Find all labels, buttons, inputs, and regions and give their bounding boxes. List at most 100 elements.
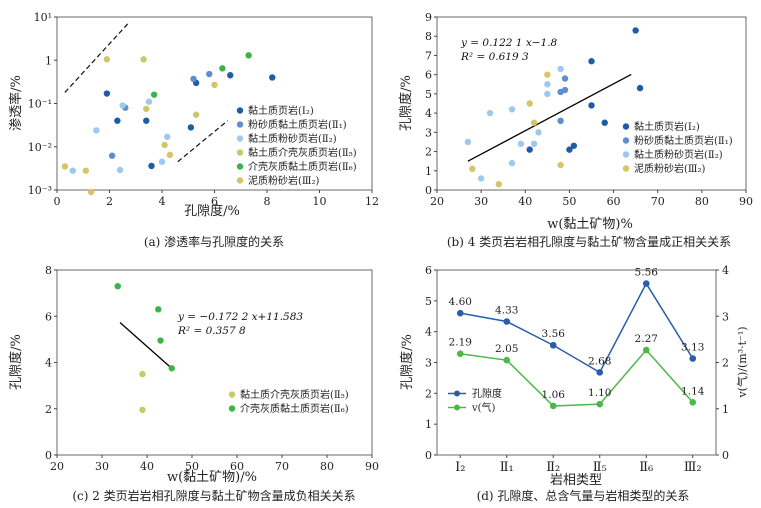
plot-b-legend-label: 黏土质粉砂页岩(Ⅱ₂): [634, 148, 723, 161]
plot-d-data-label: 3.13: [681, 341, 704, 353]
plot-a-point: [187, 124, 195, 131]
plot-d-data-label: 2.05: [495, 343, 518, 355]
plot-d-point: [689, 355, 697, 362]
plot-c-point: [168, 365, 175, 372]
plot-d-ytick-label: 4: [425, 326, 432, 339]
plot-a-point: [143, 117, 150, 124]
plot-c-ytick-label: 6: [45, 310, 52, 323]
plot-c-ytick-label: 2: [45, 403, 52, 416]
plot-a-xtick-label: 4: [159, 195, 166, 208]
plot-c-xtick-label: 70: [275, 460, 289, 473]
plot-d-category-label: Ⅱ₆: [639, 460, 653, 475]
plot-d-data-label: 4.33: [495, 304, 518, 316]
plot-b-legend-label: 粉砂质黏土质页岩(Ⅱ₁): [634, 134, 733, 147]
plot-a-legend-label: 黏土质页岩(Ⅰ₂): [248, 104, 314, 117]
plot-d-data-label: 2.19: [449, 337, 472, 349]
plot-c-equation: y = −0.172 2 x+11.583: [177, 311, 303, 323]
plot-d-ytick-right-label: 0: [722, 449, 729, 462]
plot-a-point: [82, 167, 90, 174]
plot-b-point: [486, 109, 494, 117]
plot-d-legend-label: v(气): [471, 401, 496, 414]
plot-d-ylabel-right: v(气)/(m³·t⁻¹): [735, 326, 749, 398]
plot-a-point: [269, 74, 276, 81]
plot-d-ytick-right-label: 2: [722, 357, 729, 370]
plot-d-ytick-label: 0: [425, 449, 432, 462]
plot-a-xlabel: 孔隙度/%: [184, 203, 240, 219]
plot-b-ytick-label: 7: [425, 49, 432, 62]
plot-c-point: [155, 306, 162, 313]
plot-d-ytick-label: 2: [425, 387, 432, 400]
plot-b-xtick-label: 30: [474, 195, 488, 208]
plot-c-xtick-label: 90: [365, 460, 379, 473]
plot-b-point: [544, 71, 551, 78]
plot-b-point: [566, 146, 573, 153]
plot-c-legend-label: 介壳灰质黏土质页岩(Ⅱ₆): [240, 402, 349, 415]
plot-b-legend-marker: [622, 165, 630, 172]
plot-b-point: [464, 138, 472, 146]
plot-b-trendline: [467, 73, 632, 162]
plot-d-data-label: 2.27: [635, 333, 658, 345]
plot-b-ytick-label: 3: [425, 126, 432, 139]
plot-a-ytick-label: 10⁻¹: [28, 98, 52, 111]
plot-b-point: [601, 119, 608, 126]
plot-a-legend-marker: [236, 135, 244, 142]
plot-a-ylabel: 渗透率/%: [8, 75, 24, 131]
plot-b-point: [477, 175, 485, 182]
plot-a-point: [140, 56, 147, 63]
plot-b-xtick-label: 40: [518, 195, 532, 208]
plot-b-xtick-label: 90: [739, 195, 753, 208]
plot-a-dashed-guide: [64, 23, 129, 93]
plot-b-point: [557, 161, 564, 169]
plot-a-point: [119, 102, 126, 109]
plot-b-point: [526, 100, 533, 107]
plot-b-point: [530, 119, 538, 126]
plot-d-caption: (d) 孔隙度、总含气量与岩相类型的关系: [477, 488, 690, 503]
plot-b-ylabel: 孔隙度/%: [398, 75, 414, 131]
plot-b-point: [544, 90, 551, 98]
plot-b-xtick-label: 20: [430, 195, 444, 208]
plot-c-point: [139, 406, 146, 414]
plot-c-ytick-label: 8: [45, 264, 52, 277]
plot-d-data-label: 1.10: [588, 387, 611, 399]
plot-b-point: [632, 27, 639, 34]
plot-d-point: [642, 280, 650, 287]
plot-d-point: [503, 356, 511, 364]
plot-d-point: [456, 350, 464, 358]
plot-a-point: [114, 117, 121, 124]
plot-d-ytick-right-label: 3: [722, 310, 729, 323]
plot-c-ylabel: 孔隙度/%: [8, 334, 24, 390]
plot-d-series-line: [460, 282, 694, 374]
plot-a-legend-marker: [236, 107, 244, 114]
plot-b-point: [508, 106, 516, 113]
plot-d-category-label: Ⅱ₁: [500, 460, 514, 475]
plot-b-legend-label: 黏土质页岩(Ⅰ₂): [634, 120, 700, 133]
plot-a-legend-label: 介壳灰质黏土质页岩(Ⅱ₆): [248, 160, 357, 173]
plot-a-ytick-label: 1: [45, 54, 52, 67]
plot-d-series-line: [460, 348, 694, 407]
plot-c-legend-marker: [228, 405, 236, 412]
plot-a-point: [227, 72, 234, 79]
plot-a-ytick-label: 10⁻³: [28, 184, 52, 197]
plot-b-equation: y = 0.122 1 x−1.8: [460, 37, 558, 49]
plot-c-r2: R² = 0.357 8: [177, 325, 246, 337]
plot-c-frame: [56, 269, 373, 456]
plot-a-point: [148, 162, 155, 170]
plot-b-ytick-label: 6: [425, 69, 432, 82]
plot-b-xtick-label: 70: [651, 195, 665, 208]
plot-c-xlabel: w(黏土矿物)/%: [167, 469, 257, 485]
plot-a-point: [103, 56, 111, 63]
plot-a-xtick-label: 6: [211, 195, 218, 208]
plot-b-point: [557, 65, 564, 73]
plot-d-point: [549, 402, 557, 410]
plot-d-data-label: 2.68: [588, 355, 611, 367]
plot-a-point: [190, 75, 197, 83]
plot-b-legend-label: 泥质粉砂岩(Ⅲ₂): [634, 162, 706, 175]
plot-a-xtick-label: 8: [264, 195, 271, 208]
plot-c-xtick-label: 20: [50, 460, 64, 473]
plot-a-xtick-label: 0: [54, 195, 61, 208]
plot-d-point: [642, 346, 650, 354]
plot-b-ytick-label: 4: [425, 107, 432, 120]
plot-d-ytick-label: 6: [425, 264, 432, 277]
plot-b-point: [526, 146, 533, 153]
